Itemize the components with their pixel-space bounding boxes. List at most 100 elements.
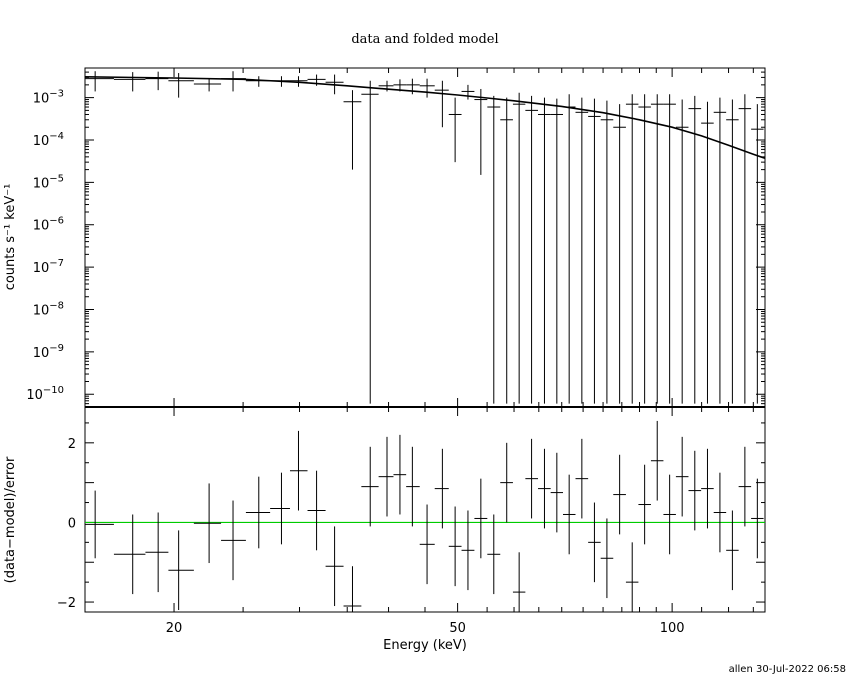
- residual-point: [434, 448, 449, 529]
- data-point: [701, 101, 714, 404]
- y-tick-label: 10−5: [33, 173, 64, 191]
- y-tick-label: 2: [68, 437, 76, 452]
- residual-point: [625, 542, 639, 612]
- spectrum-panel: 10−10 10−9 10−8 10−7 10−6 10−5 10−4 10−3: [26, 67, 766, 612]
- residual-point: [512, 552, 526, 612]
- data-point: [378, 80, 394, 92]
- data-point: [474, 88, 488, 175]
- data-point: [361, 80, 379, 404]
- data-point: [113, 72, 146, 92]
- data-point: [325, 74, 344, 95]
- residual-point: [193, 483, 222, 564]
- residual-point: [448, 506, 462, 587]
- residual-point: [461, 510, 475, 591]
- residual-point: [270, 472, 290, 545]
- residual-point: [550, 452, 564, 533]
- y-axis-label-top: counts s⁻¹ keV⁻¹: [3, 184, 18, 291]
- y-tick-label: 10−10: [26, 385, 64, 403]
- residual-point: [325, 526, 344, 607]
- x-tick-label: 20: [166, 621, 183, 636]
- y-tick-label: 10−9: [33, 343, 64, 361]
- residual-point: [500, 442, 513, 523]
- data-point: [145, 71, 169, 91]
- data-point: [625, 94, 639, 404]
- residual-point: [738, 446, 752, 527]
- residual-point: [575, 438, 589, 519]
- data-point: [289, 76, 308, 87]
- residual-point: [245, 476, 271, 549]
- data-point: [538, 97, 551, 404]
- data-point: [738, 94, 752, 404]
- residual-point: [563, 474, 576, 555]
- y-tick-label: −2: [57, 596, 76, 611]
- residual-point: [713, 472, 727, 553]
- data-point: [638, 94, 651, 404]
- data-point: [461, 84, 475, 100]
- data-point: [245, 76, 271, 87]
- residual-point: [663, 474, 676, 555]
- residual-point: [538, 448, 551, 529]
- residual-point: [221, 500, 246, 581]
- residual-point: [168, 530, 194, 611]
- data-point: [512, 92, 526, 404]
- y-tick-label: 0: [68, 516, 76, 531]
- data-point: [675, 99, 689, 404]
- data-point: [168, 73, 194, 98]
- residual-point: [613, 454, 626, 535]
- data-point: [575, 97, 589, 404]
- residual-point: [289, 430, 308, 511]
- residual-point: [650, 420, 664, 501]
- residual-point: [393, 434, 407, 515]
- residual-point: [343, 566, 362, 612]
- data-point: [751, 104, 764, 404]
- data-point: [85, 71, 114, 92]
- data-point: [221, 71, 246, 92]
- x-tick-label: 50: [449, 621, 466, 636]
- y-tick-label: 10−3: [33, 89, 64, 107]
- footer-stamp: allen 30-Jul-2022 06:58: [729, 664, 846, 675]
- data-point: [270, 76, 290, 87]
- data-point: [713, 97, 727, 404]
- data-point: [563, 94, 576, 404]
- data-point: [726, 99, 739, 404]
- residual-point: [378, 436, 394, 517]
- data-point: [600, 100, 614, 404]
- residual-point: [361, 446, 379, 527]
- data-point: [650, 94, 664, 404]
- data-point: [343, 90, 362, 170]
- residual-point: [701, 448, 714, 529]
- y-tick-label: 10−4: [33, 131, 64, 149]
- data-point: [588, 98, 601, 404]
- residual-point: [638, 464, 651, 545]
- y-tick-label: 10−8: [33, 300, 64, 318]
- residual-point: [419, 504, 435, 585]
- chart-title: data and folded model: [351, 32, 498, 47]
- y-axis-label-bottom: (data−model)/error: [3, 456, 18, 583]
- residual-frame: [84, 406, 766, 613]
- data-point: [613, 104, 626, 404]
- residual-point: [726, 510, 739, 591]
- residual-point: [85, 490, 114, 559]
- residual-point: [406, 446, 420, 527]
- residual-point: [751, 478, 764, 559]
- data-point: [487, 95, 501, 404]
- residual-point: [688, 450, 702, 531]
- residual-point: [487, 514, 501, 595]
- data-point: [550, 98, 564, 404]
- x-axis-label: Energy (keV): [383, 638, 467, 653]
- residual-point: [307, 470, 326, 551]
- data-point: [307, 74, 326, 86]
- residual-point: [600, 518, 614, 599]
- residual-panel: 20 50 100 −2 0 2: [57, 406, 766, 636]
- data-point: [525, 95, 539, 404]
- y-tick-label: 10−7: [33, 258, 64, 276]
- spectrum-frame: [84, 67, 766, 408]
- data-point: [688, 95, 702, 404]
- residual-point: [675, 436, 689, 517]
- data-point: [419, 78, 435, 98]
- residual-point: [588, 502, 601, 583]
- residual-point: [145, 512, 169, 593]
- y-tick-label: 10−6: [33, 216, 64, 234]
- data-point: [663, 94, 676, 404]
